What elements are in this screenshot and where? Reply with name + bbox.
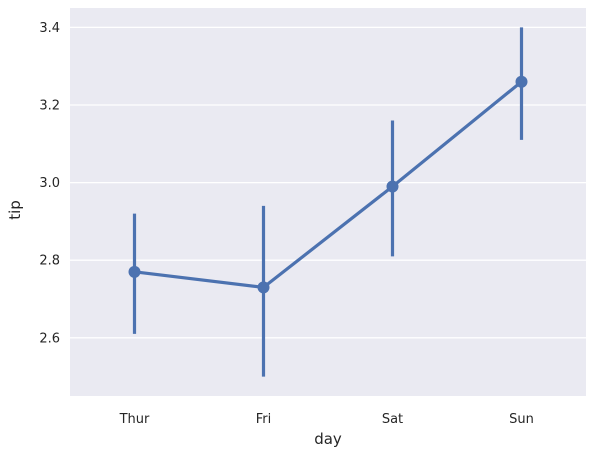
- x-axis-label: day: [314, 430, 342, 448]
- y-tick-label: 3.4: [39, 21, 60, 36]
- series-line: [134, 80, 523, 290]
- data-point: [128, 265, 141, 278]
- y-tick-label: 3.0: [39, 176, 60, 191]
- y-axis-label: tip: [6, 200, 24, 220]
- y-tick-label: 2.8: [39, 254, 60, 269]
- data-point: [386, 180, 399, 193]
- data-point: [257, 281, 270, 294]
- y-tick-label: 2.6: [39, 331, 60, 346]
- x-tick-label: Sun: [509, 412, 534, 427]
- data-points: [128, 75, 528, 294]
- x-tick-label: Fri: [256, 412, 272, 427]
- y-tick-label: 3.2: [39, 99, 60, 114]
- x-tick-labels: Thur Fri Sat Sun: [119, 412, 534, 427]
- plot-area: [70, 8, 586, 396]
- x-tick-label: Sat: [382, 412, 403, 427]
- y-gridlines: [70, 26, 586, 339]
- y-tick-labels: 2.6 2.8 3.0 3.2 3.4: [39, 21, 60, 346]
- x-tick-label: Thur: [119, 412, 150, 427]
- data-point: [515, 75, 528, 88]
